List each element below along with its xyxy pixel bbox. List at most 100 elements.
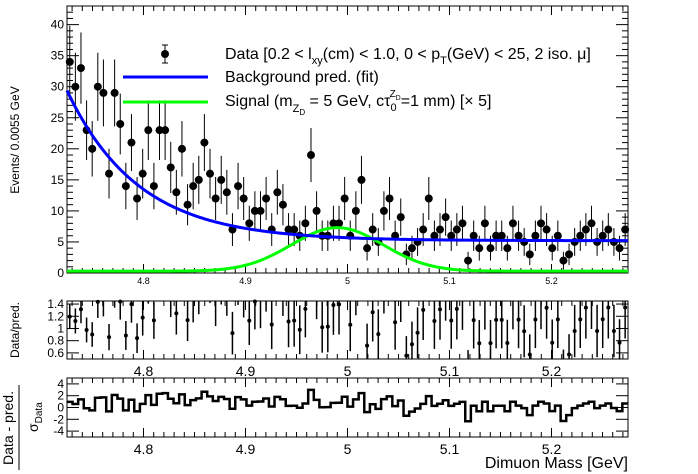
data-point [71, 82, 80, 91]
data-point [239, 194, 248, 203]
svg-text:Data [0.2 < lxy(cm) < 1.0, 0 <: Data [0.2 < lxy(cm) < 1.0, 0 < pT(GeV) <… [225, 46, 591, 67]
x-axis-title: Dimuon Mass [GeV] [485, 455, 628, 472]
ratio-point [505, 341, 510, 346]
pull-step-line [66, 388, 628, 423]
signal-curve [67, 226, 628, 273]
ratio-point [611, 328, 616, 333]
ratio-point [365, 343, 370, 348]
main-y-tick-label: 20 [51, 142, 65, 156]
data-point [312, 206, 321, 215]
data-point [256, 206, 265, 215]
ratio-point [438, 307, 443, 312]
data-point [475, 244, 484, 253]
ratio-point [393, 320, 398, 325]
ratio-point [567, 352, 572, 357]
data-point [222, 188, 231, 197]
main-y-tick-label: 10 [51, 204, 65, 218]
data-point [508, 219, 517, 228]
main-x-tick-label: 5.1 [443, 276, 456, 286]
data-point [211, 194, 220, 203]
data-point [351, 206, 360, 215]
ratio-point [404, 353, 409, 358]
data-point [177, 144, 186, 153]
ratio-point [499, 317, 504, 322]
data-point [363, 244, 372, 253]
ratio-point [129, 302, 134, 307]
data-point [452, 225, 461, 234]
data-point [604, 225, 613, 234]
data-point [536, 219, 545, 228]
data-point [559, 256, 568, 265]
main-y-tick-label: 25 [51, 111, 65, 125]
ratio-point [409, 342, 414, 347]
data-point [480, 219, 489, 228]
data-point [105, 169, 114, 178]
data-point [301, 219, 310, 228]
data-point [217, 175, 226, 184]
ratio-point [247, 318, 252, 323]
data-point [565, 250, 574, 259]
data-point [149, 182, 158, 191]
ratio-y-tick-label: 0.8 [47, 334, 64, 348]
ratio-point [617, 340, 622, 345]
ratio-point [477, 341, 482, 346]
pull-x-tick-label: 4.9 [236, 441, 256, 457]
legend-signal-entry: Signal (mZD = 5 GeV, cτ0ZD=1 mm) [× 5] [123, 89, 491, 117]
data-point [340, 194, 349, 203]
main-x-tick-label: 5 [345, 276, 350, 286]
legend: Data [0.2 < lxy(cm) < 1.0, 0 < pT(GeV) <… [123, 44, 591, 117]
data-point [542, 225, 551, 234]
data-point [88, 144, 97, 153]
data-point [458, 219, 467, 228]
legend-background-entry: Background pred. (fit) [123, 69, 379, 86]
ratio-point [583, 305, 588, 310]
pull-y-tick-label: 0 [57, 401, 64, 415]
data-point [183, 200, 192, 209]
data-point [469, 231, 478, 240]
data-point [587, 219, 596, 228]
data-point [379, 206, 388, 215]
main-data-points [65, 25, 630, 270]
pull-histogram [66, 388, 628, 423]
data-point [273, 188, 282, 197]
main-y-tick-label: 40 [51, 18, 65, 32]
data-point [531, 231, 540, 240]
data-point [189, 182, 198, 191]
data-point [234, 182, 243, 191]
ratio-point [533, 317, 538, 322]
ratio-point [325, 324, 330, 329]
svg-text:Background pred. (fit): Background pred. (fit) [225, 69, 379, 86]
pull-x-tick-label: 5.1 [440, 441, 460, 457]
ratio-x-tick-label: 4.8 [134, 363, 154, 379]
ratio-point [135, 336, 140, 341]
data-point [396, 213, 405, 222]
ratio-point [449, 318, 454, 323]
ratio-point [494, 317, 499, 322]
ratio-point [292, 318, 297, 323]
ratio-point [606, 305, 611, 310]
ratio-point [84, 327, 89, 332]
data-point [514, 231, 523, 240]
data-point [436, 225, 445, 234]
ratio-y-tick-label: 1 [57, 321, 64, 335]
data-point [419, 225, 428, 234]
data-point [385, 194, 394, 203]
ratio-point [337, 302, 342, 307]
data-point [497, 231, 506, 240]
main-x-tick-label: 4.9 [239, 276, 252, 286]
ratio-point [185, 318, 190, 323]
ratio-point [623, 305, 628, 310]
main-y-tick-label: 30 [51, 80, 65, 94]
ratio-y-tick-label: 1.2 [47, 309, 64, 323]
svg-text:Data - pred.: Data - pred. [0, 391, 16, 465]
data-point [93, 82, 102, 91]
data-point [503, 244, 512, 253]
data-point [329, 219, 338, 228]
main-y-tick-label: 0 [57, 266, 64, 280]
data-point [407, 244, 416, 253]
ratio-point [488, 341, 493, 346]
data-point [172, 188, 181, 197]
main-x-tick-label: 5.2 [545, 276, 558, 286]
pull-x-tick-label: 4.8 [134, 441, 154, 457]
